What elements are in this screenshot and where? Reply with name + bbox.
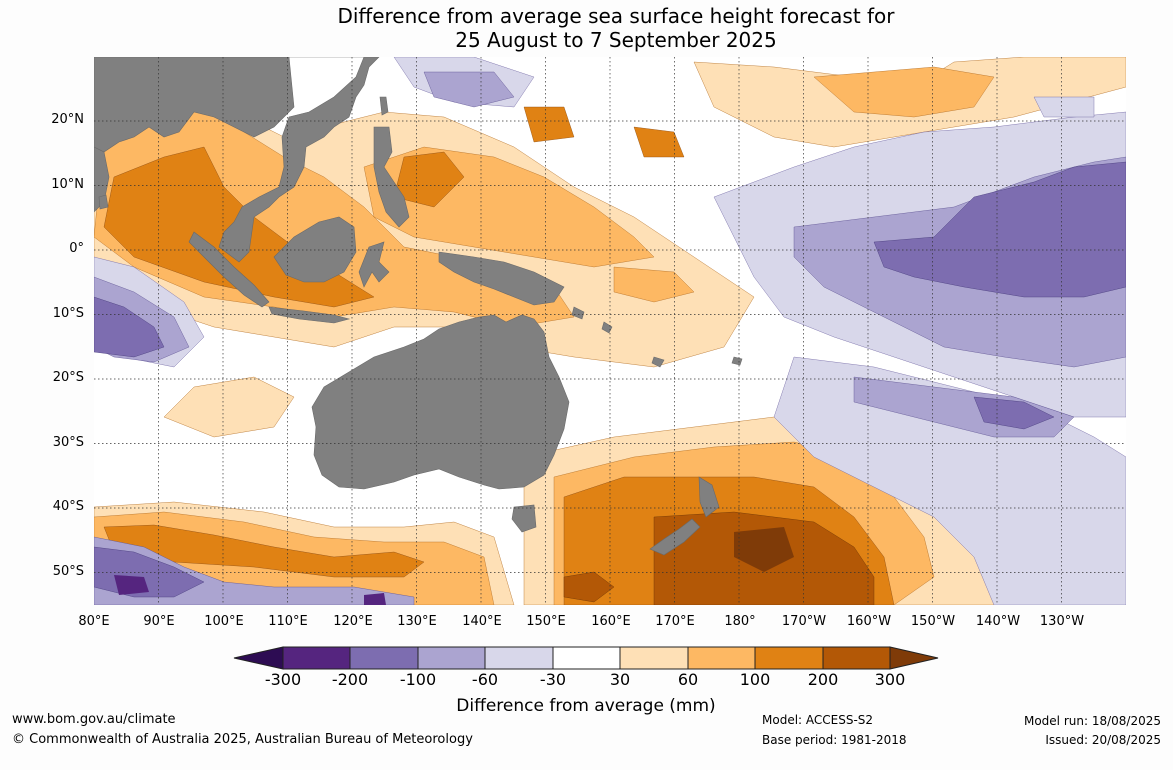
colorbar-swatch [349,646,419,670]
colorbar-swatch [484,646,554,670]
colorbar-caption: Difference from average (mm) [456,696,716,716]
title-line-2: 25 August to 7 September 2025 [455,28,777,52]
gridlines [94,57,1126,605]
lat-label-0: 0° [69,241,84,256]
colorbar-tick: 60 [677,670,699,689]
anomaly-negative [94,57,1126,605]
lat-label-20s: 20°S [52,370,84,385]
colorbar-tick: -200 [331,670,369,689]
colorbar-arrow-low [233,646,284,670]
lon-label-110e: 110°E [268,614,308,629]
lon-label-130w: 130°W [1039,614,1085,629]
lat-label-30s: 30°S [52,435,84,450]
footer-url: www.bom.gov.au/climate [12,712,176,727]
colorbar-swatch [822,646,891,670]
colorbar-swatch [552,646,621,670]
lon-label-170w: 170°W [781,614,827,629]
colorbar-swatch [417,646,486,670]
land [94,57,743,556]
colorbar-swatch [754,646,824,670]
colorbar [233,646,939,670]
lon-label-150e: 150°E [526,614,566,629]
footer-base-period: Base period: 1981-2018 [762,733,907,747]
lon-label-140w: 140°W [975,614,1021,629]
anomaly-positive [94,57,1126,605]
lon-label-170e: 170°E [655,614,695,629]
footer-copyright: © Commonwealth of Australia 2025, Austra… [12,732,473,747]
footer-model-run: Model run: 18/08/2025 [1023,714,1161,728]
colorbar-swatch [619,646,689,670]
lon-label-160e: 160°E [591,614,631,629]
colorbar-tick: 30 [609,670,631,689]
colorbar-tick: -30 [539,670,567,689]
lon-label-120e: 120°E [333,614,373,629]
colorbar-swatch [282,646,351,670]
lon-label-90e: 90°E [143,614,175,629]
lon-label-130e: 130°E [397,614,437,629]
lon-label-100e: 100°E [204,614,244,629]
colorbar-tick: -60 [471,670,499,689]
colorbar-tick: 200 [807,670,839,689]
colorbar-tick: 100 [739,670,771,689]
colorbar-tick: -300 [264,670,302,689]
map-title: Difference from average sea surface heig… [0,4,1173,52]
lon-label-140e: 140°E [462,614,502,629]
footer-model: Model: ACCESS-S2 [762,713,874,727]
lat-label-10s: 10°S [52,306,84,321]
footer-issued: Issued: 20/08/2025 [1045,733,1161,747]
lat-label-50s: 50°S [52,564,84,579]
colorbar-swatch [687,646,756,670]
colorbar-arrow-high [889,646,939,670]
colorbar-tick: -100 [399,670,437,689]
sea-surface-height-map [94,57,1126,605]
lon-label-150w: 150°W [910,614,956,629]
colorbar-tick: 300 [874,670,906,689]
lon-label-80e: 80°E [78,614,110,629]
lon-label-180: 180° [724,614,756,629]
lat-label-10n: 10°N [51,177,84,192]
lat-label-20n: 20°N [51,112,84,127]
title-line-1: Difference from average sea surface heig… [337,4,895,28]
lat-label-40s: 40°S [52,499,84,514]
lon-label-160w: 160°W [846,614,892,629]
